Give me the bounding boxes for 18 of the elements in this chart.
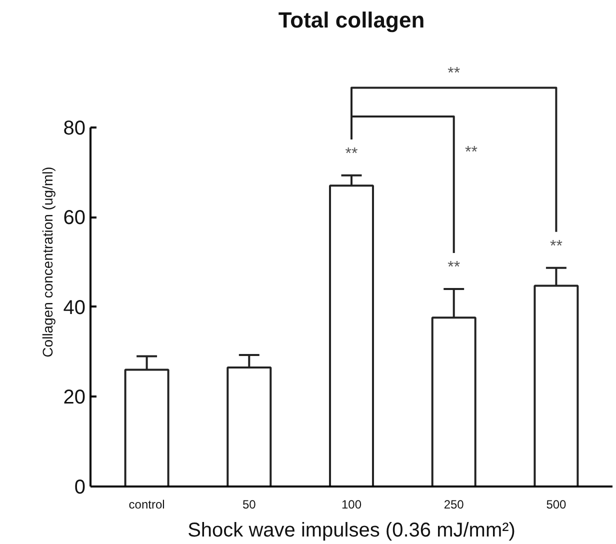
x-tick-label: 500: [546, 498, 567, 512]
x-tick-label: 250: [444, 498, 464, 512]
y-tick-label: 40: [63, 296, 86, 319]
annotation: **: [465, 144, 478, 161]
x-axis-title: Shock wave impulses (0.36 mJ/mm²): [188, 520, 516, 542]
x-tick-label: control: [128, 498, 165, 512]
y-tick-label: 20: [63, 386, 86, 409]
annotation: **: [550, 238, 562, 255]
annotation: **: [345, 145, 358, 162]
annotation: **: [448, 258, 460, 276]
y-tick-label: 0: [74, 476, 86, 498]
x-tick-label: 100: [341, 498, 362, 512]
x-tick-label: 50: [242, 498, 256, 512]
chart-title: Total collagen: [278, 8, 425, 32]
y-tick-label: 60: [63, 207, 86, 230]
text: **: [448, 64, 460, 82]
y-axis-title: Collagen concentration (ug/ml): [39, 166, 56, 358]
y-tick-label: 80: [63, 117, 86, 140]
